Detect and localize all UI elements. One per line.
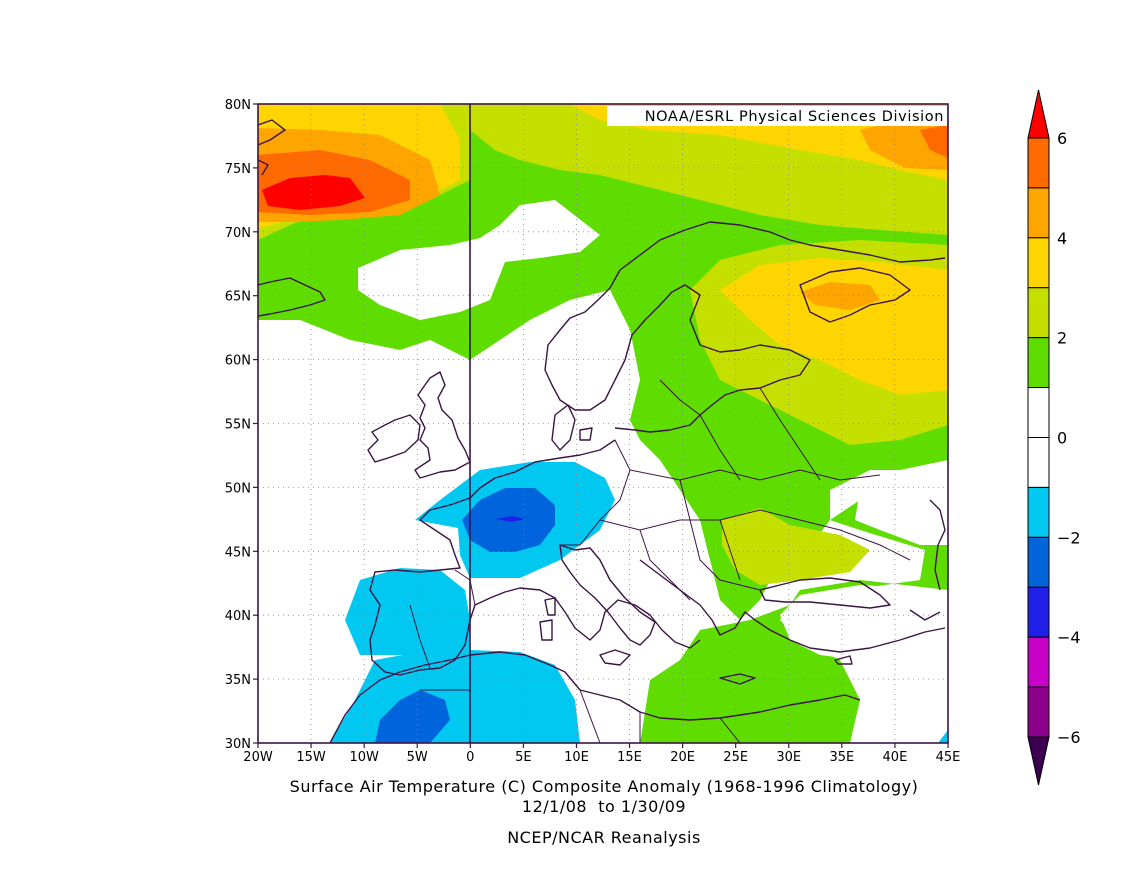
coast-denmark [551,404,593,451]
lon-tick-label: 10W [349,750,379,765]
coast-ireland [367,414,421,463]
coast-islands [539,597,853,685]
coast-great-britain [414,371,471,479]
lat-tick-label: 55N [225,418,251,433]
anomaly-plus3-russia [720,258,948,395]
coast-scandinavia [544,221,946,433]
lat-tick-label: 30N [225,737,251,752]
colorbar-label: 6 [1057,129,1067,148]
coast-iceland [258,277,326,317]
anomaly-minus1-east [938,730,948,743]
anomaly-plus5-arctic [920,125,948,158]
lon-tick-label: 25E [723,750,748,765]
colorbar-label: −4 [1057,628,1081,647]
colorbar-bin [1027,437,1050,488]
lon-tick-label: 5E [515,750,532,765]
map-area: NOAA/ESRL Physical Sciences Division [258,104,948,743]
colorbar-bin [1027,287,1050,339]
colorbar-bin [1027,586,1050,638]
colorbar-bin [1027,137,1050,189]
colorbar-label: 4 [1057,229,1067,248]
coast-kola [799,267,911,323]
coast-north-africa [329,651,861,743]
lon-tick-label: 10E [564,750,589,765]
figure-source: NCEP/NCAR Reanalysis [507,828,701,847]
colorbar-label: 0 [1057,429,1067,448]
anomaly-plus6-greenland [262,175,365,210]
figure-date-range: 12/1/08 to 1/30/09 [522,797,686,816]
colorbar-bottom-arrow [1027,736,1050,786]
anomaly-plus2-ukraine [722,508,870,585]
lon-tick-label: 0 [466,750,474,765]
coast-continent-west [369,439,701,676]
lat-tick-label: 70N [225,226,251,241]
longitude-axis: 20W 15W 10W 5W 0 5E 10E 15E 20E 25E 30E 35E 40E 45E [243,743,960,765]
coast-italy [559,544,656,666]
colorbar-bin [1027,387,1050,439]
lat-tick-label: 60N [225,354,251,369]
anomaly-plus4-russia [800,282,880,310]
lat-tick-label: 75N [225,162,251,177]
lon-tick-label: 40E [883,750,908,765]
latitude-axis: 30N 35N 40N 45N 50N 55N 60N 65N 70N 75N 80N [225,98,258,752]
lat-tick-label: 35N [225,673,251,688]
coast-balkans [639,559,946,653]
lat-tick-label: 65N [225,290,251,305]
lon-tick-label: 45E [936,750,961,765]
lon-tick-label: 20W [243,750,273,765]
neutral-region-north-sea [358,200,600,320]
colorbar-label: −2 [1057,528,1081,547]
lat-tick-label: 40N [225,609,251,624]
colorbar-label: −6 [1057,728,1081,747]
coastlines [258,119,946,743]
lon-tick-label: 35E [829,750,854,765]
coast-greenland [258,119,286,176]
neutral-region-south [480,500,720,743]
lat-tick-label: 50N [225,481,251,496]
lon-tick-label: 15W [296,750,326,765]
lat-tick-label: 45N [225,545,251,560]
graticule [258,104,948,743]
colorbar-bin [1027,636,1050,688]
credit-box [607,106,947,126]
coast-black-sea [759,577,891,609]
colorbar-bin [1027,187,1050,239]
neutral-region-europe [258,290,640,743]
colorbar-bin [1027,536,1050,588]
figure-title: Surface Air Temperature (C) Composite An… [290,777,919,796]
colorbar-bin [1027,337,1050,389]
anomaly-minus2-africa [375,690,450,743]
colorbar-bin [1027,486,1050,538]
lon-tick-label: 20E [670,750,695,765]
country-borders [409,379,911,743]
colorbar-bin [1027,237,1050,289]
anomaly-minus3-france [496,516,525,522]
credit-text: NOAA/ESRL Physical Sciences Division [645,109,944,125]
lon-tick-label: 15E [617,750,642,765]
lon-tick-label: 5W [407,750,428,765]
lat-tick-label: 80N [225,98,251,113]
colorbar-label: 2 [1057,329,1067,348]
anomaly-minus1-iberia [345,568,470,655]
neutral-region-russia [855,460,948,545]
colorbar-bin [1027,686,1050,738]
colorbar-top-arrow [1027,89,1050,139]
coast-east [909,499,946,621]
colorbar: 6 4 2 0 −2 −4 −6 [1027,89,1081,786]
lon-tick-label: 30E [776,750,801,765]
